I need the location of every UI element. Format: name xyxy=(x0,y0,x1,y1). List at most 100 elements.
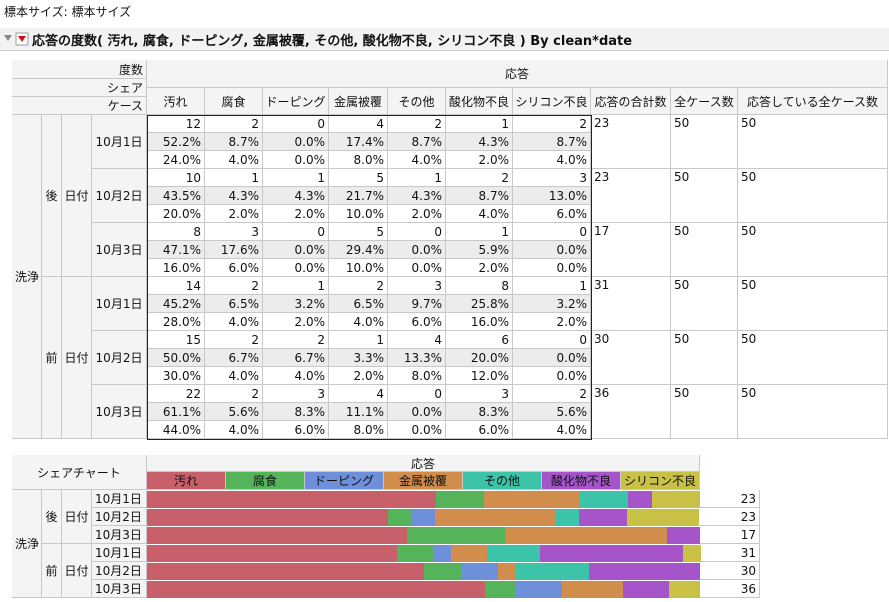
cell-cases: 2.0% xyxy=(446,151,513,169)
cell-cases: 2.0% xyxy=(263,205,329,223)
cell-counts: 4 xyxy=(329,385,388,403)
date-label: 日付 xyxy=(62,490,92,544)
report-title: 応答の度数( 汚れ, 腐食, ドーピング, 金属被覆, その他, 酸化物不良, … xyxy=(32,34,633,49)
summary-cell: 23 xyxy=(591,115,671,169)
cell-cases: 10.0% xyxy=(329,259,388,277)
bar-segment xyxy=(555,509,579,526)
bar-segment xyxy=(627,509,699,526)
bar-segment xyxy=(667,527,700,544)
cell-counts: 2 xyxy=(513,385,591,403)
cell-counts: 5 xyxy=(329,169,388,187)
cell-counts: 1 xyxy=(513,277,591,295)
bar-segment xyxy=(515,581,562,598)
cell-counts: 3 xyxy=(388,277,446,295)
bar-segment xyxy=(423,563,461,580)
legend-entry: 金属被覆 xyxy=(384,472,463,490)
date-label: 日付 xyxy=(62,277,92,439)
cell-cases: 6.0% xyxy=(263,421,329,439)
cell-counts: 4 xyxy=(388,331,446,349)
cell-counts: 12 xyxy=(147,115,205,133)
date: 10月3日 xyxy=(92,385,147,439)
bar-segment xyxy=(460,563,498,580)
cell-cases: 4.0% xyxy=(205,421,263,439)
cell-counts: 1 xyxy=(388,169,446,187)
bar-segment xyxy=(515,563,590,580)
cell-counts: 0 xyxy=(388,223,446,241)
bar-segment xyxy=(561,581,624,598)
cell-cases: 0.0% xyxy=(263,151,329,169)
cell-counts: 2 xyxy=(446,169,513,187)
legend-entry: 腐食 xyxy=(226,472,305,490)
cell-cases: 2.0% xyxy=(446,259,513,277)
disclosure-icons[interactable] xyxy=(2,32,32,46)
cell-shares: 3.2% xyxy=(513,295,591,313)
cell-counts: 5 xyxy=(329,223,388,241)
cell-cases: 0.0% xyxy=(513,367,591,385)
cell-shares: 13.3% xyxy=(388,349,446,367)
row-total: 23 xyxy=(700,508,760,526)
cell-shares: 50.0% xyxy=(147,349,205,367)
date: 10月2日 xyxy=(92,508,147,526)
date-label: 日付 xyxy=(62,544,92,598)
bar-segment xyxy=(450,545,487,562)
cell-shares: 0.0% xyxy=(263,133,329,151)
cell-counts: 1 xyxy=(446,115,513,133)
cell-shares: 5.6% xyxy=(205,403,263,421)
cell-counts: 1 xyxy=(205,169,263,187)
cell-shares: 8.3% xyxy=(446,403,513,421)
row-header-label: 度数 xyxy=(12,60,147,79)
bar-segment xyxy=(387,509,412,526)
cell-shares: 3.3% xyxy=(329,349,388,367)
legend-title: 応答 xyxy=(147,455,700,472)
cell-counts: 2 xyxy=(513,115,591,133)
cell-counts: 2 xyxy=(205,385,263,403)
bar-segment xyxy=(147,563,424,580)
cell-shares: 29.4% xyxy=(329,241,388,259)
bar-segment xyxy=(682,545,701,562)
cell-shares: 25.8% xyxy=(446,295,513,313)
row-total: 23 xyxy=(700,490,760,508)
cell-counts: 2 xyxy=(205,331,263,349)
summary-cell: 50 xyxy=(738,331,888,385)
cell-shares: 17.6% xyxy=(205,241,263,259)
cell-counts: 8 xyxy=(446,277,513,295)
cell-shares: 6.7% xyxy=(205,349,263,367)
bar-segment xyxy=(432,545,451,562)
summary-cell: 50 xyxy=(671,385,738,439)
date-label: 日付 xyxy=(62,115,92,277)
cell-cases: 2.0% xyxy=(329,367,388,385)
summary-cell: 50 xyxy=(738,169,888,223)
cell-cases: 0.0% xyxy=(263,259,329,277)
cell-counts: 1 xyxy=(263,169,329,187)
row-total: 31 xyxy=(700,544,760,562)
summary-cell: 36 xyxy=(591,385,671,439)
cell-cases: 20.0% xyxy=(147,205,205,223)
cell-cases: 4.0% xyxy=(205,151,263,169)
cell-counts: 4 xyxy=(329,115,388,133)
summary-cell: 50 xyxy=(671,223,738,277)
cell-counts: 2 xyxy=(263,331,329,349)
cell-counts: 8 xyxy=(147,223,205,241)
cell-counts: 0 xyxy=(388,385,446,403)
cell-cases: 4.0% xyxy=(388,151,446,169)
cell-counts: 3 xyxy=(513,169,591,187)
cell-shares: 4.3% xyxy=(388,187,446,205)
bar-segment xyxy=(435,491,484,508)
cell-counts: 1 xyxy=(329,331,388,349)
cell-counts: 6 xyxy=(446,331,513,349)
cell-shares: 20.0% xyxy=(446,349,513,367)
row-header-label: ケース xyxy=(12,97,147,115)
group-label: 洗浄 xyxy=(12,490,42,598)
cell-cases: 2.0% xyxy=(205,205,263,223)
cell-shares: 3.2% xyxy=(263,295,329,313)
cell-counts: 3 xyxy=(446,385,513,403)
cell-shares: 8.7% xyxy=(446,187,513,205)
cell-shares: 5.9% xyxy=(446,241,513,259)
cell-cases: 4.0% xyxy=(205,367,263,385)
cell-counts: 0 xyxy=(263,223,329,241)
cell-shares: 4.3% xyxy=(446,133,513,151)
cell-counts: 2 xyxy=(329,277,388,295)
summary-cell: 50 xyxy=(671,331,738,385)
summary-cell: 17 xyxy=(591,223,671,277)
